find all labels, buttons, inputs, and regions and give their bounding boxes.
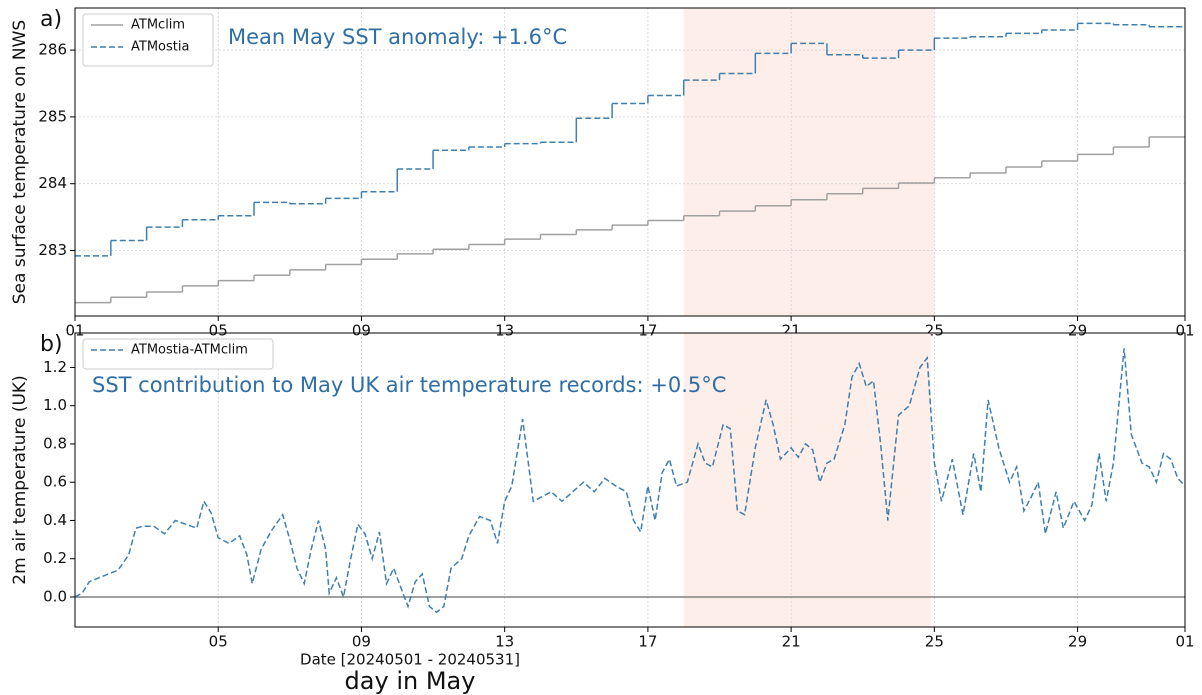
y-tick-label: 0.8 — [43, 434, 67, 452]
panel-label: a) — [40, 7, 62, 32]
annotation: SST contribution to May UK air temperatu… — [92, 373, 726, 397]
highlight-band — [683, 333, 931, 627]
y-tick-label: 0.6 — [43, 473, 67, 491]
y-axis-label: Sea surface temperature on NWS — [10, 20, 30, 304]
y-tick-label: 286 — [38, 41, 67, 59]
x-tick-label: 05 — [209, 322, 228, 340]
axes-frame — [74, 332, 1186, 628]
y-tick-label: 285 — [38, 107, 67, 125]
x-tick-label: 09 — [352, 322, 371, 340]
axes-frame — [74, 7, 1186, 317]
y-tick-label: 0.2 — [43, 549, 67, 567]
legend-label: ATMostia-ATMclim — [131, 343, 248, 358]
legend-label: ATMostia — [131, 40, 189, 55]
y-tick-label: 0.0 — [43, 587, 67, 605]
x-tick-label: 01 — [1175, 322, 1194, 340]
x-tick-label: 01 — [65, 322, 84, 340]
x-tick-label: 21 — [782, 633, 801, 651]
x-tick-label: 13 — [495, 322, 514, 340]
x-tick-label: 05 — [209, 633, 228, 651]
x-tick-label: 25 — [925, 633, 944, 651]
x-tick-label: 01 — [1175, 633, 1194, 651]
plot-area — [75, 333, 1185, 627]
panel-label: b) — [40, 332, 63, 357]
x-tick-label: 17 — [638, 322, 657, 340]
legend-box — [82, 338, 274, 370]
y-axis-label: 2m air temperature (UK) — [10, 375, 30, 584]
y-tick-label: 284 — [38, 174, 67, 192]
y-tick-label: 283 — [38, 241, 67, 259]
y-tick-label: 0.4 — [43, 511, 67, 529]
x-tick-label: 29 — [1068, 322, 1087, 340]
x-tick-label: 09 — [352, 633, 371, 651]
plot-area — [75, 8, 1185, 316]
x-tick-label: 17 — [638, 633, 657, 651]
x-tick-label: 29 — [1068, 633, 1087, 651]
highlight-band — [683, 8, 935, 316]
legend-box — [82, 13, 214, 67]
y-tick-label: 1.2 — [43, 358, 67, 376]
legend-label: ATMclim — [131, 18, 185, 33]
line — [75, 348, 1185, 614]
y-tick-label: 1.0 — [43, 396, 67, 414]
x-axis-label: Date [20240501 - 20240531] — [300, 651, 520, 669]
annotation: Mean May SST anomaly: +1.6°C — [228, 25, 567, 49]
x-axis-label-2: day in May — [345, 667, 476, 695]
x-tick-label: 13 — [495, 633, 514, 651]
